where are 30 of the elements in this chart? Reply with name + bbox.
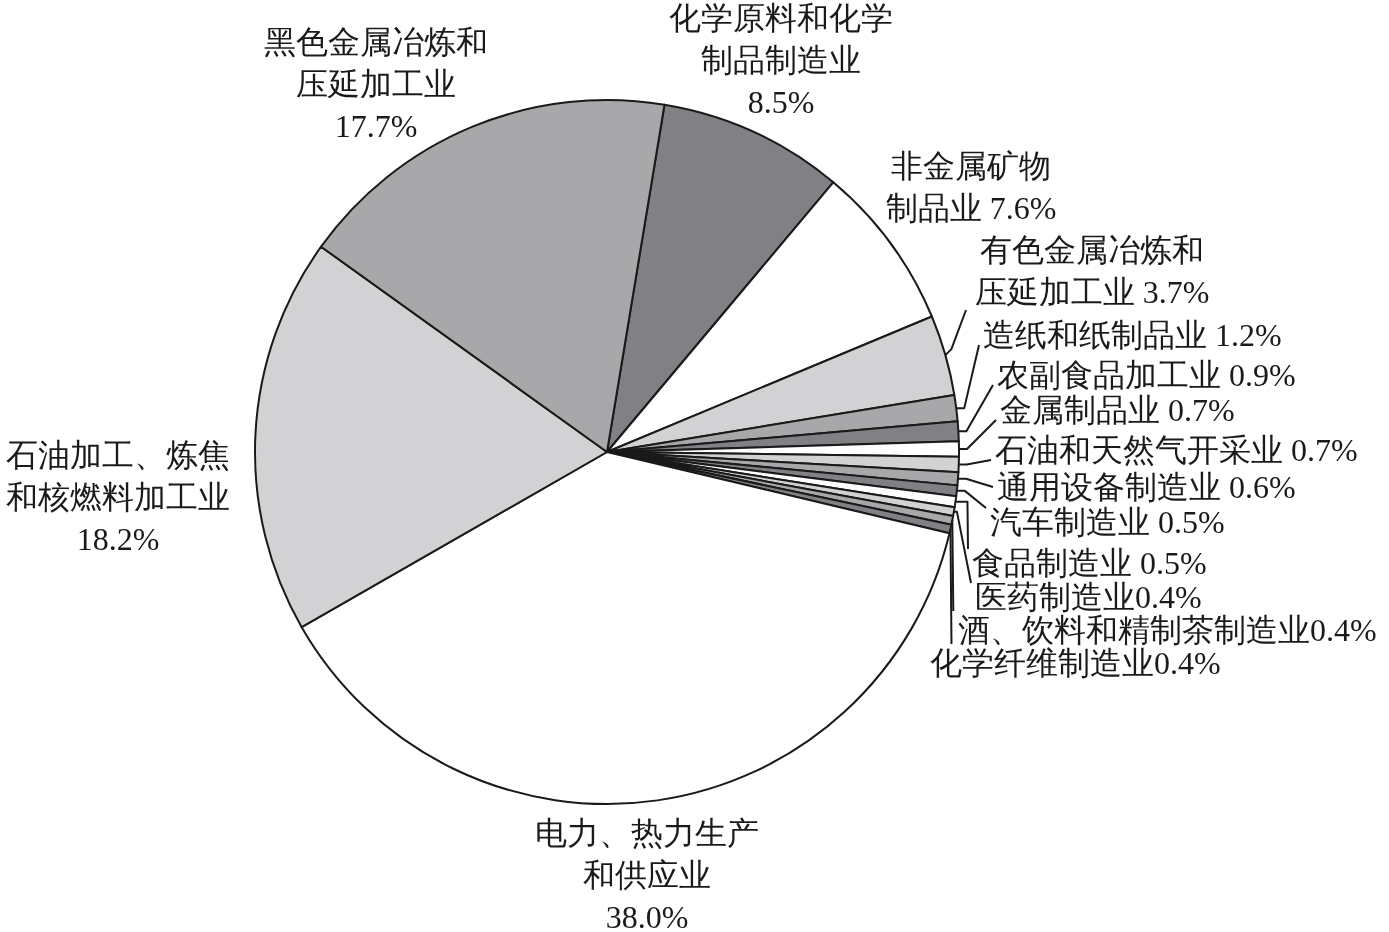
slice-label: 农副食品加工业	[997, 357, 1221, 393]
slice-label: 医药制造业	[975, 579, 1135, 615]
slice-label: 石油加工、炼焦和核燃料加工业	[6, 437, 230, 515]
data-label: 1.2%	[1215, 317, 1282, 353]
slice-label: 化学原料和化学制品制造业	[669, 0, 893, 78]
data-label: 0.4%	[1135, 579, 1202, 615]
data-label: 0.5%	[1158, 504, 1225, 540]
data-label: 7.6%	[989, 190, 1057, 226]
data-label: 0.9%	[1229, 357, 1296, 393]
data-label: 0.4%	[1154, 645, 1221, 681]
data-label: 38.0%	[605, 899, 689, 932]
data-label: 0.7%	[1291, 432, 1358, 468]
slice-label: 造纸和纸制品业	[983, 317, 1207, 353]
slice-label: 通用设备制造业	[997, 469, 1221, 505]
slice-label: 黑色金属冶炼和压延加工业	[264, 24, 488, 102]
data-label: 18.2%	[76, 521, 160, 557]
slice-label: 化学纤维制造业	[930, 645, 1154, 681]
slice-label: 食品制造业	[972, 545, 1132, 581]
data-label: 0.6%	[1229, 469, 1296, 505]
data-label: 0.4%	[1310, 612, 1377, 648]
slice-label: 金属制品业	[1000, 392, 1160, 428]
slice-label: 汽车制造业	[990, 504, 1150, 540]
data-label: 8.5%	[747, 84, 815, 120]
slice-label: 石油和天然气开采业	[995, 432, 1283, 468]
slice-label: 电力、热力生产和供应业	[535, 815, 759, 893]
slice-label: 酒、饮料和精制茶制造业	[958, 612, 1310, 648]
data-label: 3.7%	[1142, 274, 1210, 310]
data-label: 17.7%	[334, 108, 418, 144]
data-label: 0.5%	[1140, 545, 1207, 581]
data-label: 0.7%	[1168, 392, 1235, 428]
